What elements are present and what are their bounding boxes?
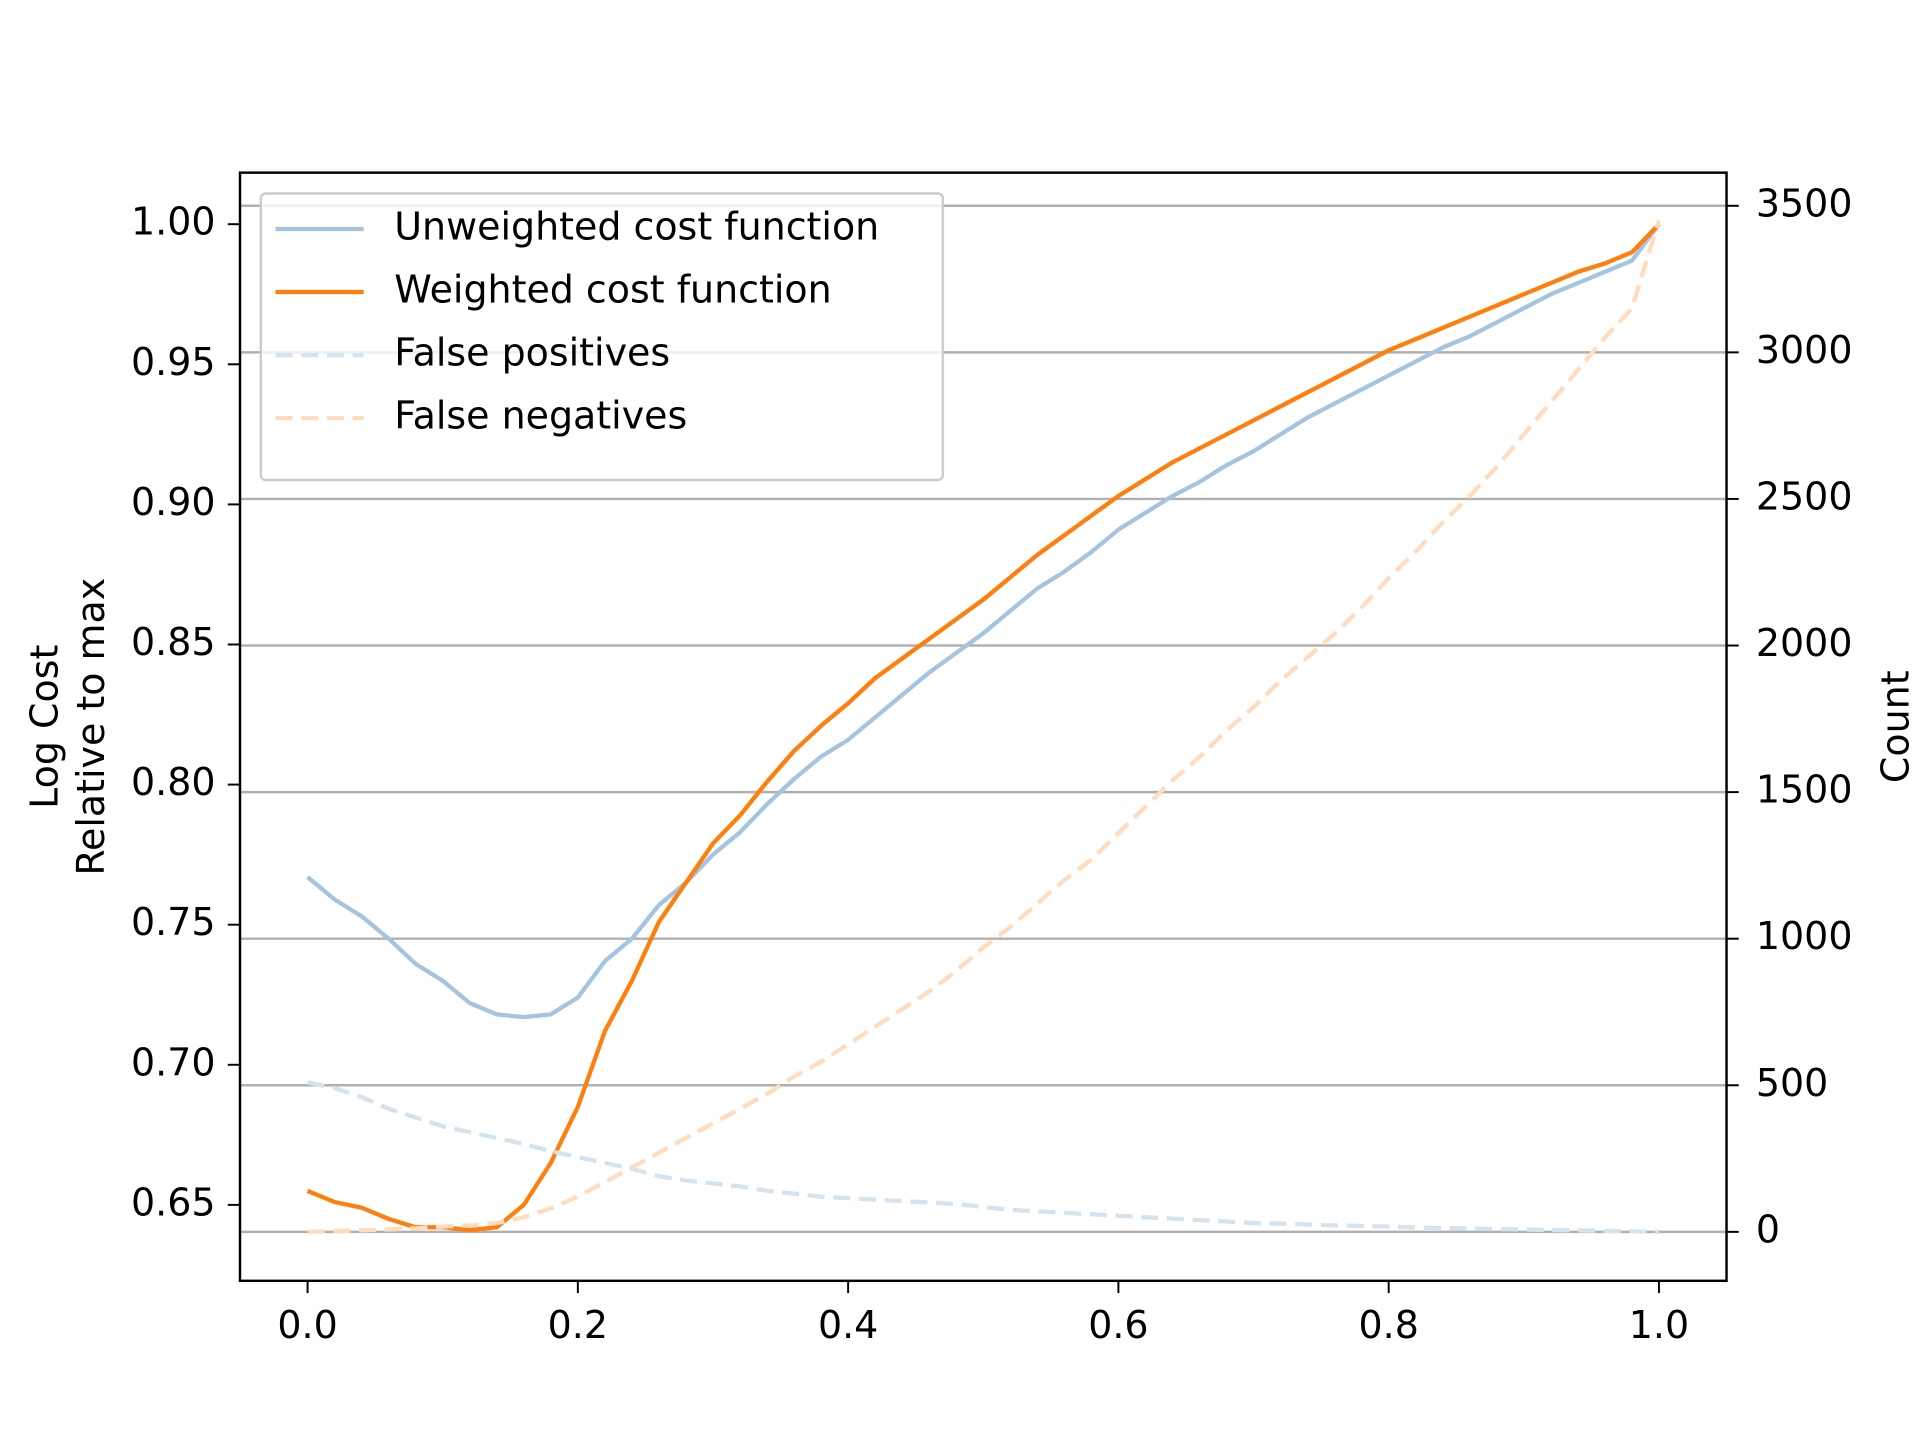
y2-tick-label: 1500 [1756, 768, 1853, 812]
x-tick-label: 0.6 [1088, 1303, 1148, 1347]
legend-label: Unweighted cost function [394, 204, 879, 248]
y-tick-label: 0.75 [131, 900, 215, 944]
y-axis-label-line: Log Cost [22, 645, 66, 809]
x-tick-label: 0.8 [1359, 1303, 1419, 1347]
y2-tick-label: 2000 [1756, 621, 1853, 665]
plot-frame [238, 171, 1728, 1283]
y-tick-label: 0.70 [131, 1040, 215, 1084]
y-tick-label: 0.80 [131, 760, 215, 804]
x-tick-label: 0.2 [548, 1303, 608, 1347]
y2-tick-label: 0 [1756, 1207, 1780, 1251]
y2-axis-label: Count [1873, 670, 1917, 783]
series-line [307, 219, 1662, 1235]
series-line [306, 222, 1661, 1233]
series-line [307, 1080, 1660, 1235]
y-axis-label: Log CostRelative to max [22, 578, 113, 876]
y2-tick-label: 2500 [1756, 474, 1853, 518]
series-line [306, 222, 1661, 1020]
legend-label: Weighted cost function [394, 268, 831, 312]
y2-tick-label: 1000 [1756, 914, 1853, 958]
y2-tick-label: 3500 [1756, 181, 1853, 225]
y2-tick-label: 500 [1756, 1061, 1828, 1105]
legend-label: False negatives [394, 394, 687, 438]
y-tick-label: 0.90 [131, 480, 215, 524]
y-axis-label-line: Relative to max [69, 578, 113, 876]
y-tick-label: 0.95 [131, 340, 215, 384]
y2-tick-label: 3000 [1756, 328, 1853, 372]
y-tick-label: 0.85 [131, 620, 215, 664]
y-tick-label: 1.00 [131, 200, 215, 244]
y-tick-label: 0.65 [131, 1180, 215, 1224]
x-tick-label: 0.4 [818, 1303, 878, 1347]
x-tick-label: 0.0 [277, 1303, 337, 1347]
legend-box [259, 192, 945, 482]
legend-label: False positives [394, 331, 670, 375]
x-tick-label: 1.0 [1629, 1303, 1689, 1347]
